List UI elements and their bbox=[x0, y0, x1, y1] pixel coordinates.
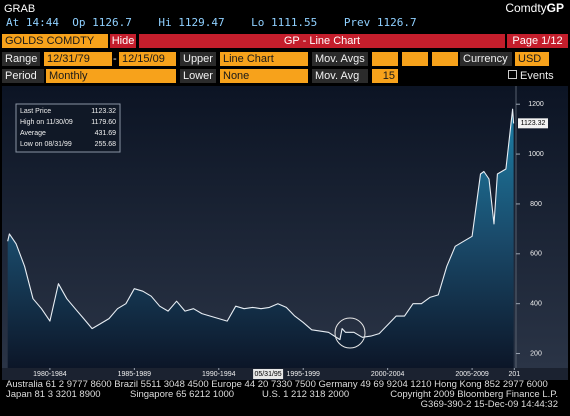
cursor-label-bg bbox=[253, 369, 284, 379]
cursor-label: 05/31/95 bbox=[254, 371, 281, 378]
mov-avg-field[interactable] bbox=[402, 52, 428, 66]
y-tick-label: 800 bbox=[530, 201, 542, 208]
mov-avg-label: Mov. Avg bbox=[312, 69, 368, 83]
x-tick-label: 1995-1999 bbox=[286, 371, 320, 378]
y-tick-label: 600 bbox=[530, 251, 542, 258]
brand-text: Comdty bbox=[505, 1, 547, 15]
x-tick-label: 201 bbox=[508, 371, 520, 378]
upper-label: Upper bbox=[180, 52, 216, 66]
events-label: Events bbox=[520, 70, 554, 82]
x-tick-label: 2005-2009 bbox=[455, 371, 489, 378]
x-tick-label: 1990-1994 bbox=[202, 371, 236, 378]
checkbox[interactable] bbox=[508, 70, 517, 79]
x-tick-label: 1980-1984 bbox=[33, 371, 67, 378]
stat-value: 431.69 bbox=[95, 130, 117, 137]
footer-line: Australia 61 2 9777 8600 Brazil 5511 304… bbox=[6, 379, 548, 390]
annotation-circle bbox=[334, 317, 366, 349]
footer-contact: Singapore 65 6212 1000 bbox=[130, 389, 235, 400]
last-price-marker bbox=[518, 118, 548, 129]
lower-field[interactable]: None bbox=[220, 69, 308, 83]
mov-avg-field[interactable] bbox=[372, 52, 398, 66]
x-tick-label: 2000-2004 bbox=[371, 371, 405, 378]
footer-contact: U.S. 1 212 318 2000 bbox=[262, 389, 350, 400]
brand-suffix: GP bbox=[546, 1, 564, 15]
quote-prev: Prev 1126.7 bbox=[343, 16, 417, 29]
quote-low: Lo 1111.55 bbox=[251, 16, 318, 29]
upper-field[interactable]: Line Chart bbox=[220, 52, 308, 66]
period-field[interactable]: Monthly bbox=[46, 69, 176, 83]
price-line bbox=[7, 108, 515, 341]
range-start[interactable]: 12/31/79 bbox=[44, 52, 112, 66]
x-tick-label: 1985-1989 bbox=[118, 371, 152, 378]
y-tick-label: 1200 bbox=[528, 101, 544, 108]
mov-avg-period[interactable]: 15 bbox=[372, 69, 398, 83]
footer-contact: Japan 81 3 3201 8900 bbox=[6, 389, 101, 400]
stat-value: 255.68 bbox=[95, 141, 117, 148]
mov-avgs-label: Mov. Avgs bbox=[312, 52, 368, 66]
brand: ComdtyGP bbox=[505, 1, 564, 15]
x-axis-band bbox=[2, 368, 568, 380]
chart: 200 400 600 800 1000 1200 1980-1984 1985-1989 19… bbox=[2, 86, 568, 380]
y-tick-label: 1000 bbox=[528, 151, 544, 158]
currency-label: Currency bbox=[460, 52, 512, 66]
hide-button[interactable]: Hide bbox=[110, 34, 136, 48]
stat-label: Last Price bbox=[20, 108, 51, 115]
lower-label: Lower bbox=[180, 69, 216, 83]
events-toggle[interactable]: Events bbox=[508, 69, 554, 83]
area bbox=[7, 109, 514, 368]
currency-field[interactable]: USD bbox=[515, 52, 549, 66]
range-label: Range bbox=[2, 52, 40, 66]
page-indicator[interactable]: Page 1/12 bbox=[507, 34, 568, 48]
y-tick-label: 200 bbox=[530, 350, 542, 357]
stat-label: Low on 08/31/99 bbox=[20, 141, 72, 148]
quote-high: Hi 1129.47 bbox=[158, 16, 225, 29]
mov-avg-field[interactable] bbox=[432, 52, 458, 66]
stat-label: Average bbox=[20, 130, 46, 137]
timestamp: G369-390-2 15-Dec-09 14:44:32 bbox=[420, 399, 558, 410]
stats-box bbox=[15, 103, 121, 153]
stat-value: 1123.32 bbox=[91, 108, 116, 115]
quote-time: At 14:44 bbox=[6, 16, 59, 29]
copyright: Copyright 2009 Bloomberg Finance L.P. bbox=[390, 389, 558, 400]
quote-open: Op 1126.7 bbox=[72, 16, 132, 29]
range-end[interactable]: 12/15/09 bbox=[119, 52, 176, 66]
function-title: GP - Line Chart bbox=[139, 34, 505, 48]
security-field[interactable]: GOLDS COMDTY bbox=[2, 34, 108, 48]
quote-line: At 14:44 Op 1126.7 Hi 1129.47 Lo 1111.55… bbox=[6, 16, 417, 30]
last-price-label: 1123.32 bbox=[521, 120, 546, 127]
range-sep: - bbox=[113, 53, 117, 65]
stat-label: High on 11/30/09 bbox=[20, 119, 73, 126]
window-title: GRAB bbox=[4, 3, 36, 15]
period-label: Period bbox=[2, 69, 44, 83]
y-tick-label: 400 bbox=[530, 301, 542, 308]
stat-value: 1179.60 bbox=[91, 119, 116, 126]
